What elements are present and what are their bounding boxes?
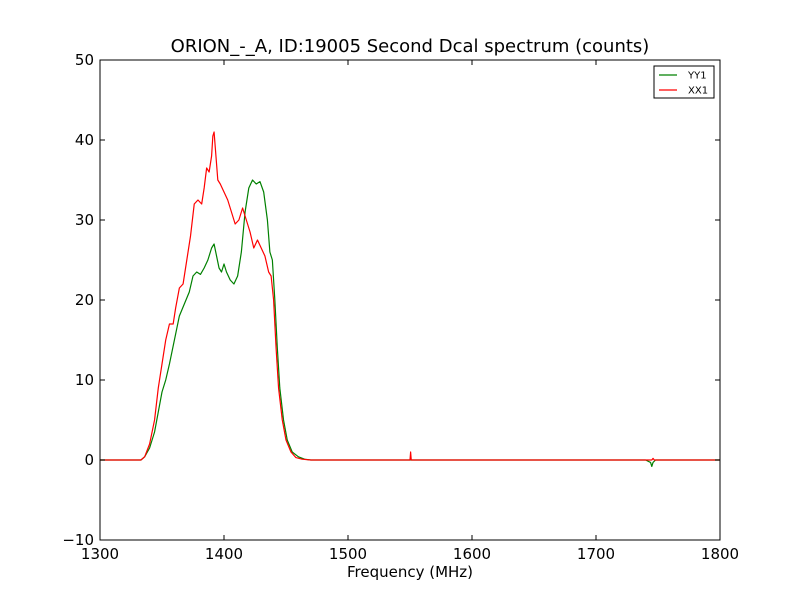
x-tick-label: 1600 [453, 545, 491, 563]
x-tick-label: 1400 [205, 545, 243, 563]
legend-box [653, 65, 715, 99]
ticks-layer: 1300 1400 1500 1600 1700 1800 −10 0 10 20 30 40 50 [62, 51, 739, 563]
legend: YY1 XX1 [653, 65, 715, 99]
y-tick-label: 10 [75, 371, 94, 389]
x-tick-label: 1500 [329, 545, 367, 563]
y-tick-label: 20 [75, 291, 94, 309]
y-tick-label: −10 [62, 531, 94, 549]
x-tick-label: 1800 [701, 545, 739, 563]
chart-title: ORION_-_A, ID:19005 Second Dcal spectrum… [171, 36, 650, 57]
y-tick-label: 50 [75, 51, 94, 69]
y-tick-label: 40 [75, 131, 94, 149]
plot-frame [99, 59, 721, 541]
series-line-xx1 [100, 131, 720, 461]
legend-label-xx1: XX1 [688, 86, 708, 97]
series-line-yy1 [100, 179, 720, 467]
y-tick-label: 0 [84, 451, 94, 469]
series-layer [100, 131, 720, 467]
x-axis-label: Frequency (MHz) [347, 563, 473, 581]
legend-label-yy1: YY1 [687, 71, 707, 82]
x-tick-label: 1700 [577, 545, 615, 563]
x-tick-label: 1300 [81, 545, 119, 563]
y-tick-label: 30 [75, 211, 94, 229]
